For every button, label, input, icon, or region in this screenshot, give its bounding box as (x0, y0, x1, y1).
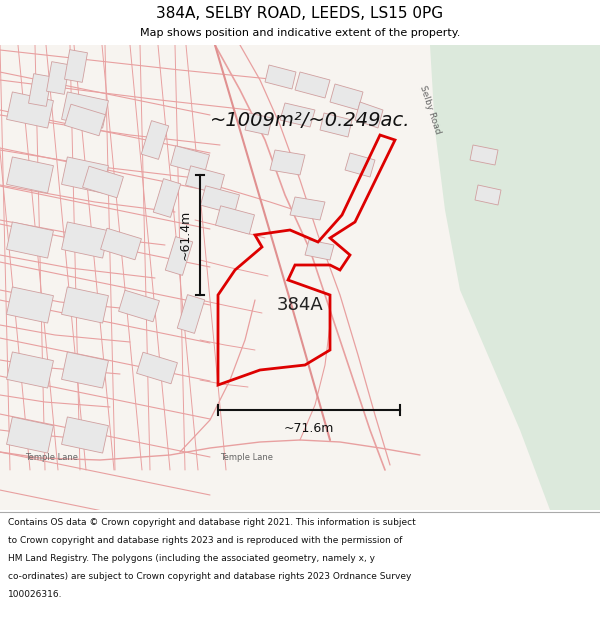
Polygon shape (83, 166, 124, 198)
Polygon shape (65, 49, 88, 82)
Polygon shape (7, 92, 53, 128)
Polygon shape (470, 145, 498, 165)
Text: Map shows position and indicative extent of the property.: Map shows position and indicative extent… (140, 28, 460, 38)
Polygon shape (215, 206, 254, 234)
Polygon shape (270, 150, 305, 175)
Polygon shape (345, 153, 375, 177)
Polygon shape (280, 103, 315, 127)
Polygon shape (29, 74, 52, 106)
Polygon shape (62, 287, 109, 323)
Polygon shape (137, 352, 178, 384)
Polygon shape (7, 352, 53, 388)
Polygon shape (65, 104, 106, 136)
Polygon shape (62, 352, 109, 388)
Polygon shape (305, 240, 334, 260)
Polygon shape (153, 179, 181, 217)
Polygon shape (295, 72, 330, 98)
Polygon shape (141, 121, 169, 159)
Polygon shape (265, 65, 296, 89)
Polygon shape (7, 417, 53, 453)
Polygon shape (62, 157, 109, 193)
Polygon shape (200, 186, 239, 214)
Polygon shape (119, 290, 160, 322)
Polygon shape (245, 113, 272, 135)
Text: 384A: 384A (277, 296, 323, 314)
Text: Contains OS data © Crown copyright and database right 2021. This information is : Contains OS data © Crown copyright and d… (8, 518, 416, 527)
Polygon shape (165, 237, 193, 276)
Text: ~71.6m: ~71.6m (284, 422, 334, 435)
Polygon shape (170, 146, 209, 174)
Polygon shape (320, 113, 352, 137)
Polygon shape (7, 157, 53, 193)
Text: Temple Lane: Temple Lane (220, 454, 273, 462)
Polygon shape (62, 417, 109, 453)
Text: co-ordinates) are subject to Crown copyright and database rights 2023 Ordnance S: co-ordinates) are subject to Crown copyr… (8, 572, 412, 581)
Text: HM Land Registry. The polygons (including the associated geometry, namely x, y: HM Land Registry. The polygons (includin… (8, 554, 375, 563)
Text: Selby Road: Selby Road (418, 84, 442, 136)
Text: ~1009m²/~0.249ac.: ~1009m²/~0.249ac. (210, 111, 410, 129)
Polygon shape (62, 222, 109, 258)
Text: ~61.4m: ~61.4m (179, 210, 192, 260)
Polygon shape (185, 166, 224, 194)
Polygon shape (101, 228, 142, 260)
Polygon shape (330, 84, 363, 110)
Polygon shape (290, 197, 325, 220)
Polygon shape (7, 287, 53, 323)
Polygon shape (355, 102, 383, 128)
Text: Temple Lane: Temple Lane (25, 454, 78, 462)
Text: to Crown copyright and database rights 2023 and is reproduced with the permissio: to Crown copyright and database rights 2… (8, 536, 403, 545)
Polygon shape (7, 222, 53, 258)
Polygon shape (475, 185, 501, 205)
Polygon shape (430, 45, 600, 510)
Polygon shape (177, 294, 205, 333)
Polygon shape (47, 62, 70, 94)
Text: 384A, SELBY ROAD, LEEDS, LS15 0PG: 384A, SELBY ROAD, LEEDS, LS15 0PG (157, 6, 443, 21)
Text: 100026316.: 100026316. (8, 590, 62, 599)
Polygon shape (62, 92, 109, 128)
